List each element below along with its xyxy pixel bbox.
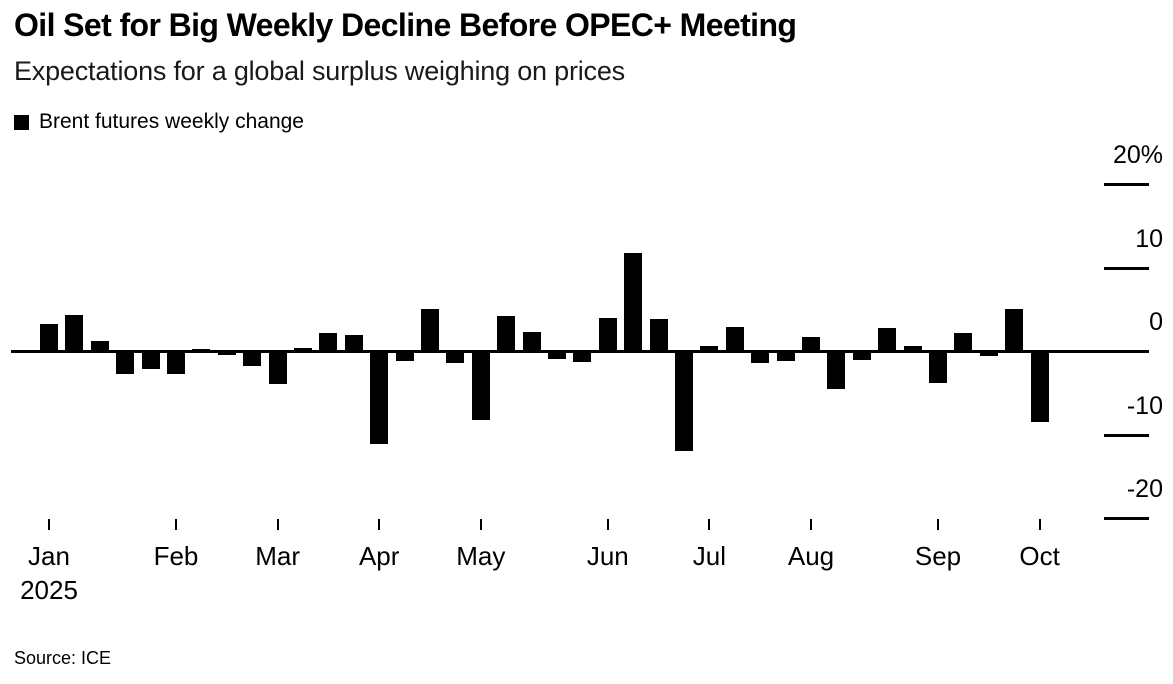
- bar: [929, 351, 947, 383]
- bar: [1030, 351, 1049, 422]
- bar: [497, 316, 516, 352]
- bar: [243, 351, 262, 367]
- page-subtitle: Expectations for a global surplus weighi…: [14, 56, 625, 86]
- bar: [421, 309, 439, 352]
- bar: [446, 351, 465, 363]
- x-axis-tick: [606, 519, 609, 530]
- legend-swatch-icon: [14, 114, 29, 130]
- bar: [294, 347, 312, 352]
- bar: [700, 346, 719, 352]
- bar: [802, 336, 820, 352]
- x-axis-month-label: Jun: [586, 541, 629, 571]
- bar: [40, 324, 58, 352]
- x-axis-month-label: Sep: [914, 541, 962, 571]
- legend: Brent futures weekly change: [14, 110, 304, 134]
- x-axis-month-label: Jul: [692, 541, 727, 571]
- x-axis-month-label: Jan: [28, 541, 70, 571]
- x-axis-tick: [810, 519, 812, 530]
- bar: [370, 351, 389, 444]
- bar: [649, 319, 668, 352]
- x-axis-year-label: 2025: [20, 575, 78, 605]
- y-axis-tick: [1104, 433, 1149, 437]
- x-axis-tick: [378, 519, 381, 530]
- x-axis-tick: [1038, 519, 1041, 530]
- bar: [903, 346, 922, 352]
- bar: [979, 351, 998, 356]
- y-axis-tick: [1104, 266, 1149, 270]
- bar: [751, 351, 770, 363]
- bar: [878, 327, 897, 352]
- y-axis-tick-label: 10: [1135, 224, 1163, 253]
- x-axis-tick: [48, 519, 50, 530]
- bar: [852, 351, 871, 361]
- bar: [548, 351, 566, 360]
- bar: [954, 332, 973, 352]
- page-title: Oil Set for Big Weekly Decline Before OP…: [14, 7, 797, 43]
- x-axis-month-label: Apr: [358, 541, 400, 571]
- bar: [598, 317, 617, 352]
- y-axis-tick: [1104, 183, 1149, 186]
- bar: [827, 351, 846, 389]
- bar: [116, 351, 135, 375]
- bar: [344, 335, 363, 352]
- x-axis-month-label: Oct: [1019, 541, 1060, 571]
- x-axis-tick: [479, 519, 482, 530]
- legend-label: Brent futures weekly change: [39, 110, 304, 133]
- bar: [573, 351, 592, 362]
- bar: [90, 341, 109, 352]
- bar: [319, 332, 338, 352]
- y-axis-tick-label: -10: [1126, 391, 1163, 420]
- bar: [471, 351, 490, 421]
- x-axis-tick: [175, 519, 177, 530]
- x-axis-month-label: Mar: [255, 541, 300, 571]
- y-axis-tick-label: 0: [1149, 308, 1163, 336]
- bar: [141, 351, 160, 370]
- bar: [725, 326, 744, 352]
- bar: [675, 351, 693, 452]
- bar: [268, 351, 287, 384]
- bar: [217, 351, 236, 356]
- bar: [65, 315, 84, 352]
- source-label: Source: ICE: [14, 648, 112, 668]
- y-axis-tick-label: -20: [1126, 475, 1163, 503]
- x-axis-tick: [937, 519, 939, 530]
- bar: [624, 252, 643, 352]
- bar: [522, 331, 541, 352]
- x-axis-tick: [708, 519, 711, 530]
- x-axis-tick: [276, 519, 279, 530]
- y-axis-tick: [1104, 517, 1149, 520]
- x-axis-month-label: Aug: [787, 541, 835, 571]
- x-axis-baseline: [11, 350, 1149, 353]
- bar: [1005, 308, 1024, 352]
- bar: [395, 351, 414, 362]
- bar: [167, 351, 185, 375]
- y-axis-tick-label: 20%: [1112, 141, 1163, 169]
- bar: [776, 351, 795, 362]
- x-axis-month-label: May: [456, 541, 506, 571]
- x-axis-month-label: Feb: [153, 541, 199, 571]
